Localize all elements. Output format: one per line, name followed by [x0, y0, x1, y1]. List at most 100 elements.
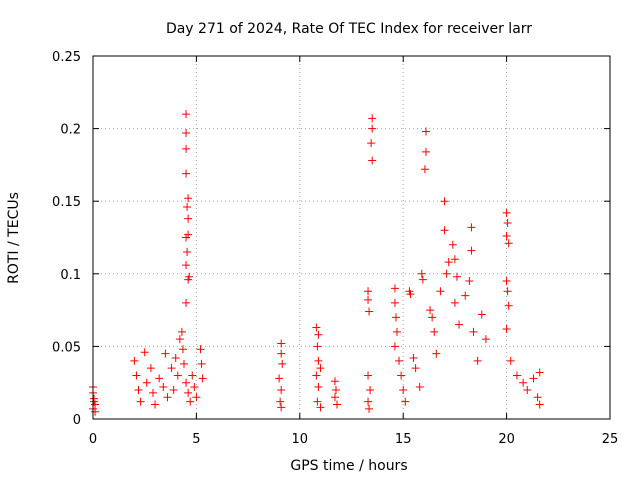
data-point — [277, 339, 286, 348]
data-point — [512, 371, 521, 380]
data-point — [148, 388, 157, 397]
data-point — [436, 287, 445, 296]
data-point — [184, 388, 193, 397]
data-point — [395, 356, 404, 365]
data-point — [455, 320, 464, 329]
data-point — [529, 374, 538, 383]
data-point — [473, 356, 482, 365]
x-tick-label: 25 — [602, 432, 619, 447]
grid — [93, 56, 610, 419]
data-point — [276, 397, 285, 406]
data-point — [477, 310, 486, 319]
data-points — [89, 110, 544, 416]
data-point — [502, 232, 511, 241]
data-point — [314, 356, 323, 365]
data-point — [503, 287, 512, 296]
x-tick-label: 5 — [192, 432, 200, 447]
x-tick-label: 15 — [395, 432, 412, 447]
data-point — [330, 377, 339, 386]
data-point — [136, 397, 145, 406]
data-point — [134, 385, 143, 394]
data-point — [167, 364, 176, 373]
data-point — [409, 354, 418, 363]
data-point — [277, 403, 286, 412]
data-point — [399, 385, 408, 394]
x-tick-label: 0 — [89, 432, 97, 447]
data-point — [366, 385, 375, 394]
data-point — [277, 349, 286, 358]
data-point — [188, 371, 197, 380]
data-point — [364, 295, 373, 304]
data-point — [183, 248, 192, 257]
data-point — [278, 359, 287, 368]
y-axis-label: ROTI / TECUs — [6, 192, 22, 284]
data-point — [502, 208, 511, 217]
data-point — [367, 139, 376, 148]
x-axis-label: GPS time / hours — [290, 458, 407, 474]
data-point — [146, 364, 155, 373]
data-point — [523, 385, 532, 394]
data-point — [364, 287, 373, 296]
data-point — [190, 383, 199, 392]
data-point — [91, 407, 100, 416]
data-point — [452, 272, 461, 281]
data-point — [401, 397, 410, 406]
data-point — [177, 327, 186, 336]
data-point — [535, 400, 544, 409]
data-point — [333, 400, 342, 409]
data-point — [390, 298, 399, 307]
data-point — [183, 203, 192, 212]
data-point — [417, 269, 426, 278]
y-tick-label: 0 — [73, 413, 81, 428]
data-point — [450, 298, 459, 307]
data-point — [365, 307, 374, 316]
data-point — [330, 393, 339, 402]
data-point — [390, 284, 399, 293]
data-point — [313, 342, 322, 351]
data-point — [432, 349, 441, 358]
x-tick-label: 10 — [292, 432, 309, 447]
data-point — [196, 345, 205, 354]
data-point — [406, 290, 415, 299]
data-point — [182, 128, 191, 137]
data-point — [481, 335, 490, 344]
data-point — [197, 359, 206, 368]
data-point — [130, 356, 139, 365]
data-point — [155, 374, 164, 383]
data-point — [184, 214, 193, 223]
data-point — [316, 364, 325, 373]
data-point — [368, 124, 377, 133]
x-tick-label: 20 — [498, 432, 515, 447]
data-point — [132, 371, 141, 380]
data-point — [421, 147, 430, 156]
data-point — [430, 327, 439, 336]
data-point — [444, 258, 453, 267]
data-point — [182, 378, 191, 387]
data-point — [186, 397, 195, 406]
data-point — [275, 374, 284, 383]
data-point — [504, 301, 513, 310]
data-point — [314, 383, 323, 392]
data-point — [161, 349, 170, 358]
data-point — [313, 397, 322, 406]
data-point — [428, 313, 437, 322]
data-point — [368, 114, 377, 123]
data-point — [426, 306, 435, 315]
data-point — [397, 371, 406, 380]
data-point — [184, 194, 193, 203]
data-point — [314, 330, 323, 339]
data-point — [182, 110, 191, 119]
y-tick-label: 0.05 — [52, 340, 81, 355]
data-point — [277, 385, 286, 394]
data-point — [316, 403, 325, 412]
data-point — [173, 371, 182, 380]
data-point — [502, 324, 511, 333]
data-point — [506, 356, 515, 365]
data-point — [503, 218, 512, 227]
data-point — [182, 298, 191, 307]
data-point — [502, 277, 511, 286]
plot-frame — [92, 55, 611, 420]
data-point — [169, 385, 178, 394]
data-point — [364, 397, 373, 406]
data-point — [159, 383, 168, 392]
